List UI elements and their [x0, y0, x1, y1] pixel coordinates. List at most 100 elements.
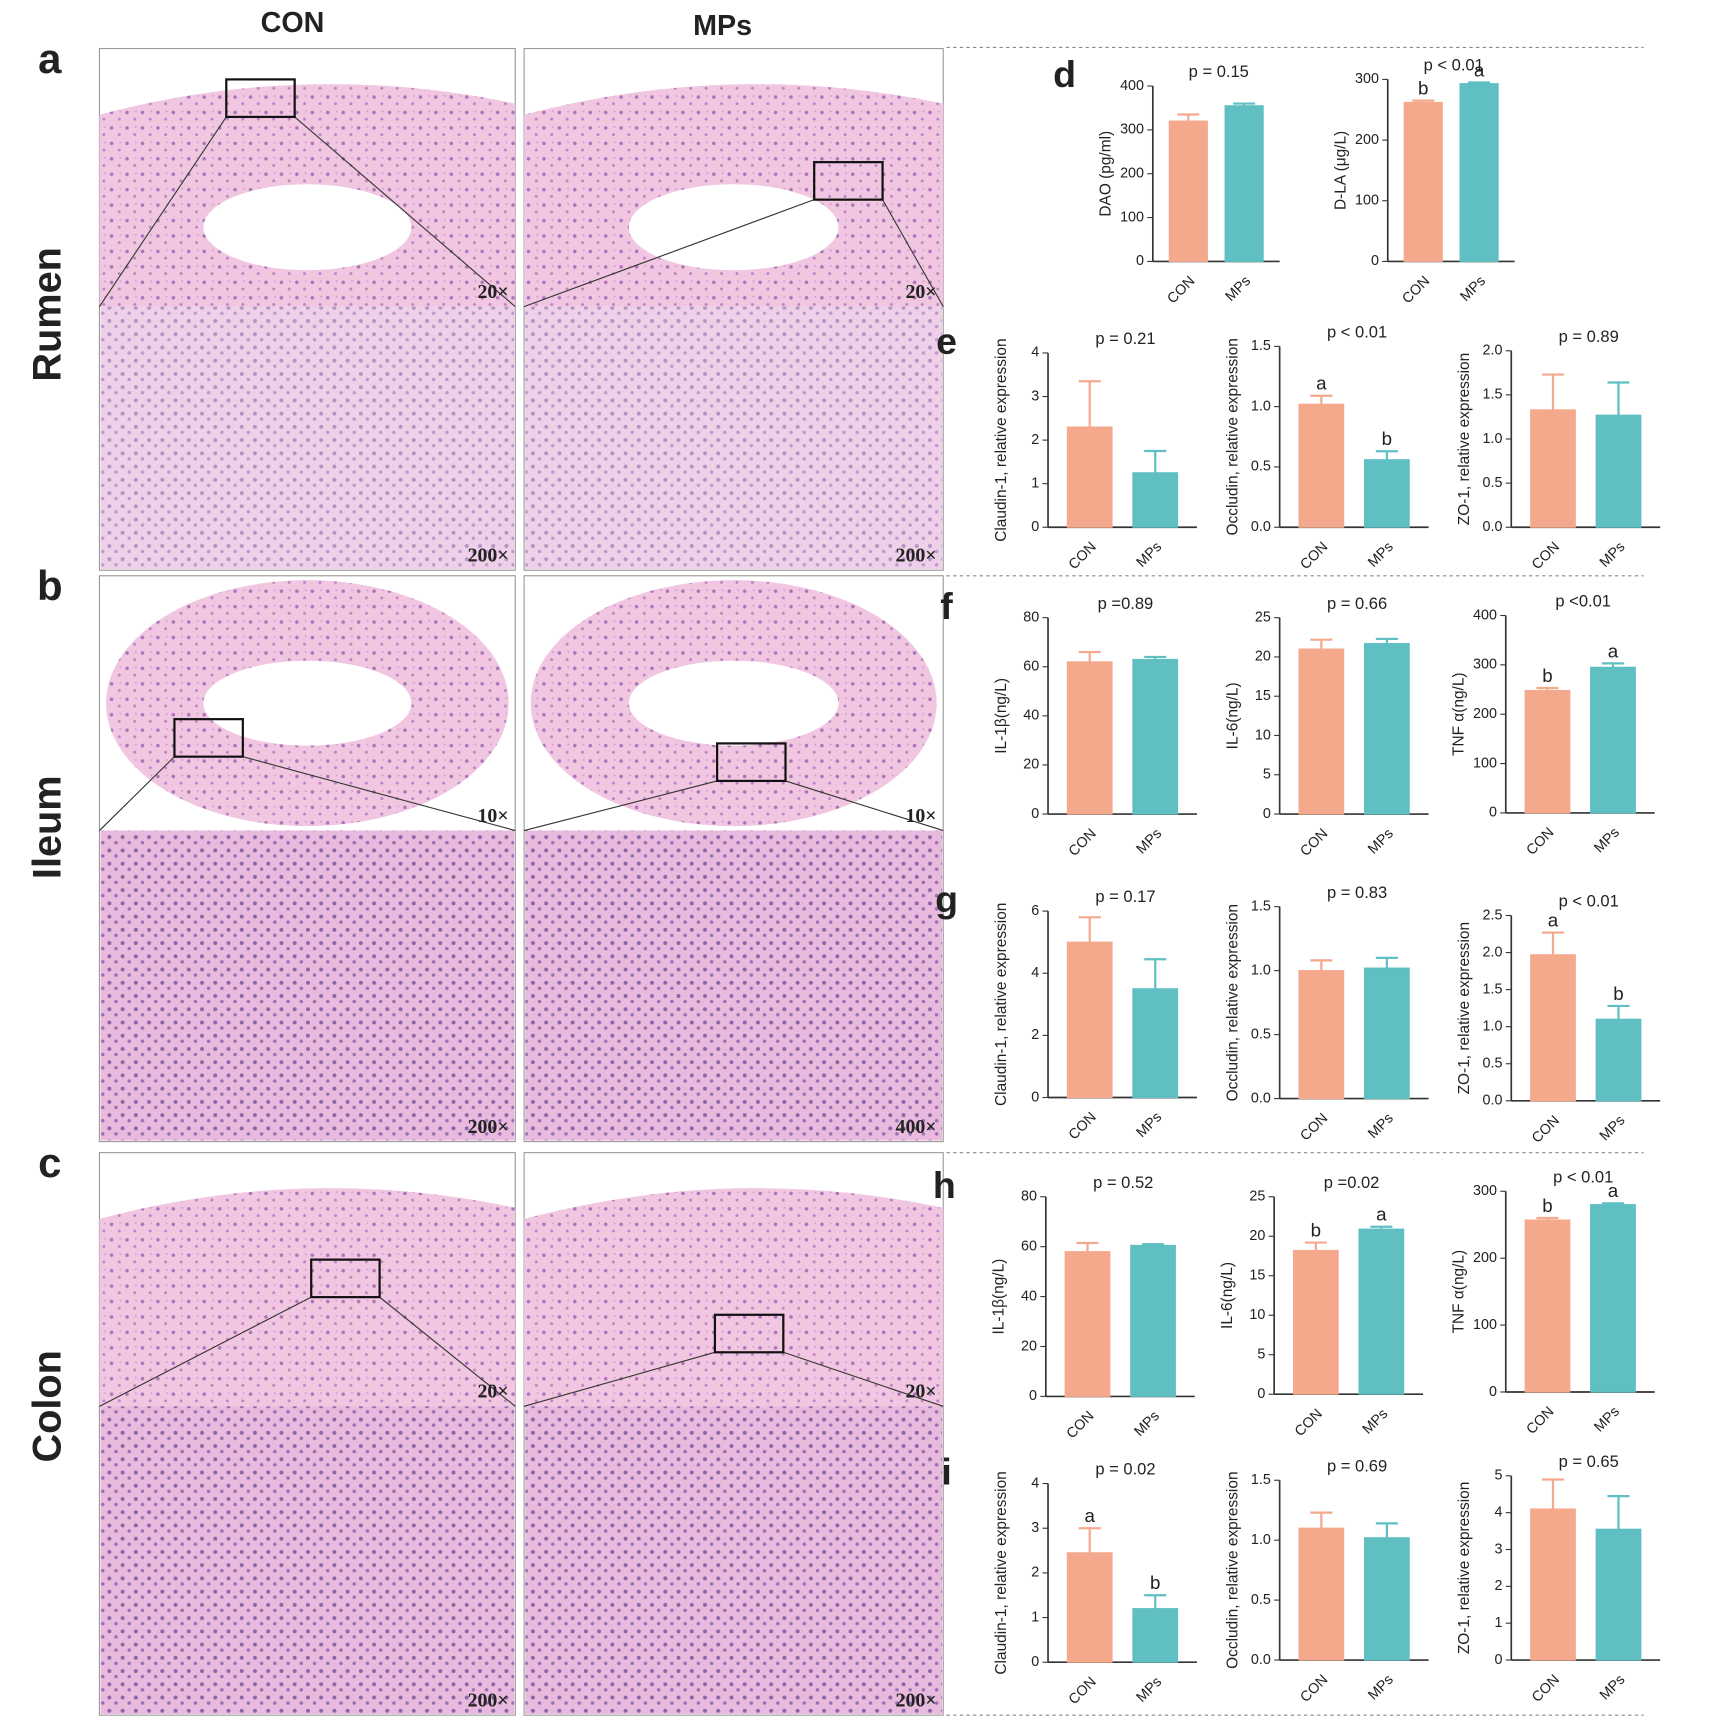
- zoom-line: [379, 1296, 516, 1407]
- y-tick-label: 20: [1249, 1228, 1265, 1244]
- y-tick-label: 100: [1120, 209, 1144, 225]
- annotation: p = 0.02: [1095, 1460, 1155, 1479]
- y-axis-label: D-LA (μg/L): [1333, 131, 1350, 210]
- magnification: 200×: [896, 545, 937, 567]
- bar: [1132, 472, 1179, 528]
- group-letter: a: [1376, 1204, 1387, 1225]
- y-tick-label: 1: [1494, 1615, 1502, 1631]
- bar: [1066, 661, 1113, 815]
- y-axis-label: DAO (pg/ml): [1098, 131, 1115, 217]
- bar: [1066, 941, 1113, 1099]
- zoom-box: [225, 78, 296, 119]
- y-tick-label: 80: [1021, 1189, 1037, 1205]
- y-tick-label: 0.0: [1483, 519, 1503, 535]
- y-tick-label: 1: [1031, 1609, 1039, 1625]
- y-axis-label: ZO-1, relative expression: [1456, 1482, 1473, 1654]
- y-tick-label: 60: [1021, 1238, 1037, 1254]
- y-tick-label: 25: [1249, 1189, 1265, 1205]
- bar: [1132, 1608, 1179, 1663]
- bar: [1064, 1251, 1111, 1397]
- x-tick-label: CON: [1529, 1672, 1563, 1706]
- bar-chart: 0 100 200 300 400 TNF α(ng/L) p <0.01 b CON a MPs: [1451, 592, 1655, 859]
- group-letter: b: [1542, 1195, 1552, 1216]
- y-tick-label: 0: [1489, 1384, 1497, 1400]
- tissue-label: Ileum: [25, 775, 69, 879]
- x-tick-label: CON: [1064, 1408, 1098, 1442]
- y-tick-label: 0.0: [1251, 1090, 1271, 1106]
- y-tick-label: 0.0: [1483, 1093, 1503, 1109]
- column-label: CON: [261, 7, 325, 39]
- zoom-line: [98, 116, 227, 307]
- bar: [1590, 1204, 1636, 1393]
- tissue-label: Rumen: [25, 247, 69, 382]
- annotation: p = 0.83: [1327, 883, 1387, 902]
- zoom-box: [310, 1258, 381, 1299]
- y-tick-label: 4: [1031, 1475, 1039, 1491]
- y-axis-label: TNF α(ng/L): [1451, 1250, 1468, 1334]
- bar: [1363, 643, 1410, 815]
- y-axis-label: ZO-1, relative expression: [1456, 922, 1473, 1094]
- y-tick-label: 0: [1257, 1386, 1265, 1402]
- y-tick-label: 200: [1355, 132, 1379, 148]
- panel-label: h: [933, 1164, 956, 1206]
- y-tick-label: 1: [1031, 475, 1039, 491]
- x-tick-label: CON: [1529, 539, 1563, 573]
- y-tick-label: 20: [1021, 1338, 1037, 1354]
- y-axis-label: IL-6(ng/L): [1224, 682, 1241, 749]
- bar: [1130, 1244, 1176, 1397]
- x-tick-label: MPs: [1134, 1109, 1166, 1141]
- bar: [1298, 648, 1345, 815]
- y-tick-label: 1.0: [1251, 398, 1271, 414]
- bar-chart: 0.0 0.5 1.0 1.5 2.0 2.5 ZO-1, relative express…: [1456, 892, 1661, 1147]
- magnification: 20×: [905, 1381, 936, 1403]
- group-letter: a: [1474, 59, 1485, 80]
- y-tick-label: 2.5: [1483, 907, 1503, 923]
- tissue-label: Colon: [25, 1350, 69, 1462]
- y-tick-label: 10: [1255, 727, 1271, 743]
- zoom-box: [716, 742, 787, 783]
- magnification: 20×: [905, 281, 936, 303]
- bar: [1298, 1527, 1345, 1661]
- y-tick-label: 5: [1494, 1468, 1502, 1484]
- zoom-box: [813, 161, 884, 201]
- panel-label: c: [38, 1139, 61, 1186]
- magnification: 10×: [477, 805, 508, 827]
- bar: [1459, 83, 1499, 262]
- x-tick-label: CON: [1399, 273, 1433, 307]
- y-axis-label: Occludin, relative expression: [1224, 1471, 1241, 1668]
- panel-label: e: [936, 320, 957, 362]
- annotation: p <0.01: [1555, 592, 1611, 611]
- x-tick-label: MPs: [1597, 1672, 1629, 1704]
- y-tick-label: 1.5: [1483, 981, 1503, 997]
- x-tick-label: CON: [1066, 539, 1100, 573]
- x-tick-label: MPs: [1360, 1406, 1392, 1438]
- magnification: 20×: [477, 281, 508, 303]
- bar: [1595, 1528, 1642, 1661]
- y-axis-label: IL-6(ng/L): [1219, 1262, 1236, 1329]
- bar: [1298, 970, 1345, 1100]
- panel-label: d: [1053, 53, 1076, 95]
- y-tick-label: 0.5: [1483, 475, 1503, 491]
- annotation: p < 0.01: [1553, 1167, 1613, 1186]
- magnification: 200×: [896, 1690, 937, 1712]
- y-axis-label: IL-1β(ng/L): [993, 678, 1010, 754]
- zoom-line: [99, 1296, 312, 1407]
- x-tick-label: MPs: [1134, 1674, 1166, 1706]
- bar: [1066, 426, 1113, 528]
- y-tick-label: 2.0: [1483, 343, 1503, 359]
- bar-chart: 0.0 0.5 1.0 1.5 2.0 ZO-1, relative expression…: [1456, 327, 1661, 573]
- y-axis-label: Occludin, relative expression: [1224, 904, 1241, 1101]
- y-axis-label: Occludin, relative expression: [1224, 338, 1241, 535]
- annotation: p < 0.01: [1327, 322, 1387, 341]
- y-tick-label: 3: [1031, 388, 1039, 404]
- y-tick-label: 0: [1489, 805, 1497, 821]
- x-tick-label: CON: [1529, 1113, 1563, 1147]
- group-letter: b: [1382, 428, 1392, 449]
- x-tick-label: CON: [1297, 1110, 1331, 1144]
- bar: [1530, 1508, 1576, 1661]
- y-tick-label: 0.5: [1483, 1056, 1503, 1072]
- bar-chart: f 0 20 40 60 80 IL-1β(ng/L) p =0.89 CON MPs: [940, 585, 1197, 860]
- bar: [1363, 459, 1410, 528]
- bar-chart: 0 5 10 15 20 25 IL-6(ng/L) p = 0.66 CON MPs: [1224, 594, 1429, 860]
